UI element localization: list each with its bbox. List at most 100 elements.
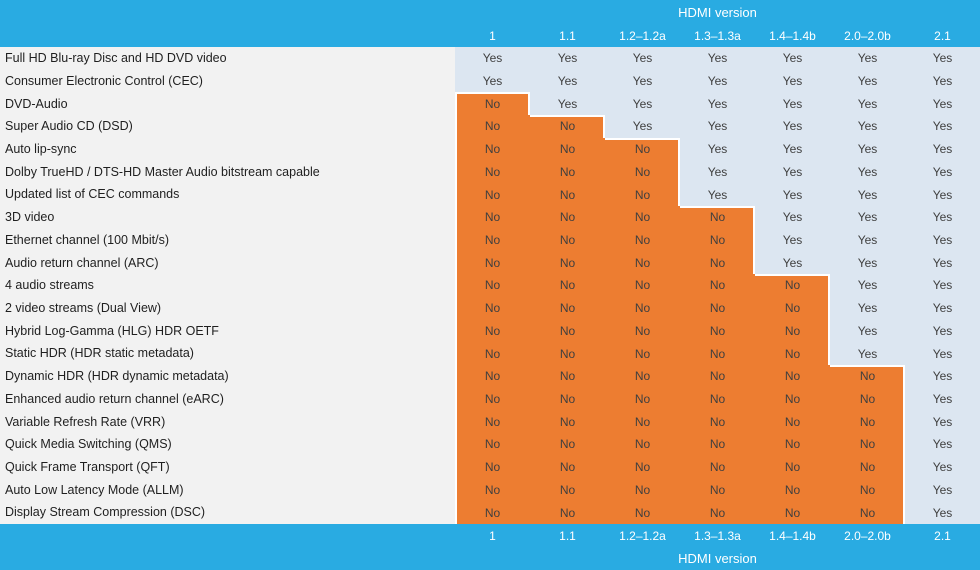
value-cell: Yes bbox=[830, 274, 905, 297]
value-cell: Yes bbox=[755, 251, 830, 275]
feature-label: Ethernet channel (100 Mbit/s) bbox=[0, 228, 455, 252]
footer-column-header-1: 1.1 bbox=[559, 528, 576, 543]
value-cell: Yes bbox=[830, 183, 905, 206]
table-row: Super Audio CD (DSD) No No Yes Yes Yes Yes Yes bbox=[0, 115, 980, 138]
value-cell: Yes bbox=[755, 137, 830, 161]
value-cell: No bbox=[530, 387, 605, 411]
footer-column-header-spacer bbox=[0, 524, 455, 547]
feature-label: Quick Frame Transport (QFT) bbox=[0, 455, 455, 479]
value-cell: No bbox=[530, 160, 605, 184]
value-cell: Yes bbox=[455, 69, 530, 93]
value-cell: Yes bbox=[905, 115, 980, 138]
footer-column-header-4: 1.4–1.4b bbox=[769, 528, 816, 543]
value-cell: No bbox=[455, 364, 530, 388]
feature-label: Display Stream Compression (DSC) bbox=[0, 501, 455, 524]
value-cell: No bbox=[830, 410, 905, 434]
value-cell: Yes bbox=[905, 433, 980, 456]
feature-label: 3D video bbox=[0, 205, 455, 229]
value-cell: Yes bbox=[830, 160, 905, 184]
value-cell: No bbox=[605, 160, 680, 184]
value-cell: Yes bbox=[905, 160, 980, 184]
value-cell: Yes bbox=[905, 319, 980, 343]
value-cell: No bbox=[455, 342, 530, 365]
table-row: Ethernet channel (100 Mbit/s) No No No No Yes… bbox=[0, 228, 980, 252]
value-cell: Yes bbox=[905, 47, 980, 70]
value-cell: No bbox=[755, 433, 830, 456]
footer-column-header-3: 1.3–1.3a bbox=[694, 528, 741, 543]
value-cell: No bbox=[530, 410, 605, 434]
value-cell: No bbox=[530, 319, 605, 343]
column-header-6: 2.1 bbox=[934, 28, 951, 43]
feature-label: Super Audio CD (DSD) bbox=[0, 115, 455, 138]
value-cell: No bbox=[680, 387, 755, 411]
value-cell: Yes bbox=[830, 296, 905, 320]
value-cell: Yes bbox=[905, 137, 980, 161]
feature-label: Updated list of CEC commands bbox=[0, 183, 455, 206]
value-cell: No bbox=[455, 205, 530, 229]
value-cell: No bbox=[755, 296, 830, 320]
value-cell: No bbox=[455, 228, 530, 252]
value-cell: Yes bbox=[830, 115, 905, 138]
value-cell: No bbox=[755, 501, 830, 524]
value-cell: No bbox=[530, 501, 605, 524]
footer-column-header-2: 1.2–1.2a bbox=[619, 528, 666, 543]
feature-label: Dynamic HDR (HDR dynamic metadata) bbox=[0, 364, 455, 388]
value-cell: No bbox=[605, 274, 680, 297]
value-cell: Yes bbox=[830, 92, 905, 116]
value-cell: Yes bbox=[680, 69, 755, 93]
feature-label: Variable Refresh Rate (VRR) bbox=[0, 410, 455, 434]
value-cell: No bbox=[455, 296, 530, 320]
value-cell: No bbox=[455, 387, 530, 411]
value-cell: Yes bbox=[905, 455, 980, 479]
value-cell: No bbox=[530, 274, 605, 297]
value-cell: No bbox=[605, 319, 680, 343]
value-cell: Yes bbox=[605, 47, 680, 70]
feature-label: Quick Media Switching (QMS) bbox=[0, 433, 455, 456]
table-row: Enhanced audio return channel (eARC) No No… bbox=[0, 387, 980, 411]
table-row: Consumer Electronic Control (CEC) Yes Yes Y… bbox=[0, 69, 980, 93]
table-footer-columns-row: 1 1.1 1.2–1.2a 1.3–1.3a 1.4–1.4b 2.0–2.0b 2.1 bbox=[0, 524, 980, 547]
value-cell: No bbox=[605, 342, 680, 365]
column-header-3: 1.3–1.3a bbox=[694, 28, 741, 43]
table-row: 4 audio streams No No No No No Yes Yes bbox=[0, 274, 980, 297]
column-header-spacer bbox=[0, 24, 455, 47]
column-header-0: 1 bbox=[489, 28, 496, 43]
value-cell: Yes bbox=[905, 342, 980, 365]
table-row: 2 video streams (Dual View) No No No No No Yes… bbox=[0, 296, 980, 320]
value-cell: Yes bbox=[605, 115, 680, 138]
value-cell: No bbox=[680, 364, 755, 388]
value-cell: No bbox=[605, 251, 680, 275]
value-cell: No bbox=[605, 433, 680, 456]
value-cell: No bbox=[680, 410, 755, 434]
value-cell: Yes bbox=[905, 478, 980, 502]
value-cell: Yes bbox=[680, 115, 755, 138]
value-cell: Yes bbox=[755, 160, 830, 184]
feature-label: Consumer Electronic Control (CEC) bbox=[0, 69, 455, 93]
value-cell: Yes bbox=[905, 251, 980, 275]
table-row: Auto lip-sync No No No Yes Yes Yes Yes bbox=[0, 137, 980, 161]
value-cell: No bbox=[830, 364, 905, 388]
feature-label: Static HDR (HDR static metadata) bbox=[0, 342, 455, 365]
value-cell: Yes bbox=[755, 205, 830, 229]
value-cell: Yes bbox=[605, 69, 680, 93]
table-row: Dynamic HDR (HDR dynamic metadata) No No No… bbox=[0, 364, 980, 388]
footer-column-header-0: 1 bbox=[489, 528, 496, 543]
footer-column-header-6: 2.1 bbox=[934, 528, 951, 543]
value-cell: No bbox=[530, 364, 605, 388]
header-spacer bbox=[0, 0, 455, 24]
value-cell: Yes bbox=[830, 47, 905, 70]
feature-label: Auto Low Latency Mode (ALLM) bbox=[0, 478, 455, 502]
value-cell: No bbox=[755, 342, 830, 365]
value-cell: Yes bbox=[905, 228, 980, 252]
value-cell: No bbox=[680, 205, 755, 229]
column-header-1: 1.1 bbox=[559, 28, 576, 43]
value-cell: Yes bbox=[830, 205, 905, 229]
feature-label: Full HD Blu-ray Disc and HD DVD video bbox=[0, 47, 455, 70]
table-title: HDMI version bbox=[678, 4, 757, 20]
value-cell: Yes bbox=[680, 137, 755, 161]
value-cell: No bbox=[530, 205, 605, 229]
value-cell: No bbox=[455, 251, 530, 275]
feature-label: Hybrid Log-Gamma (HLG) HDR OETF bbox=[0, 319, 455, 343]
value-cell: Yes bbox=[605, 92, 680, 116]
value-cell: No bbox=[680, 433, 755, 456]
